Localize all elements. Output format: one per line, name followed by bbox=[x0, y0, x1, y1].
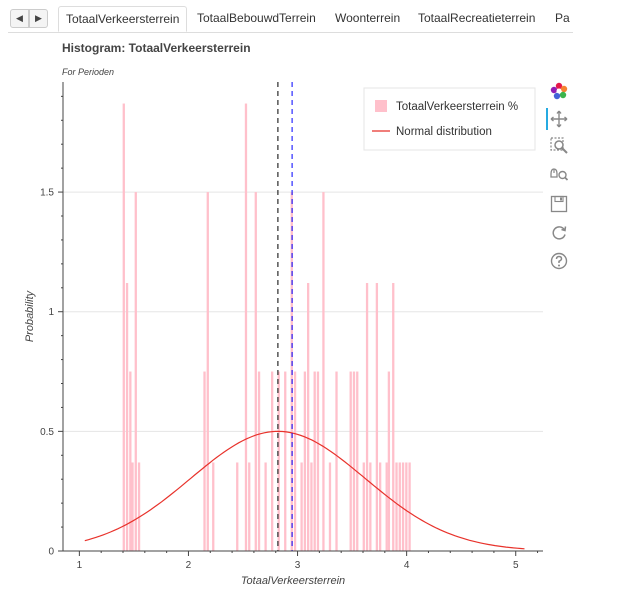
legend[interactable]: TotaalVerkeersterrein % Normal distributi… bbox=[363, 87, 536, 151]
tab-label: Woonterrein bbox=[335, 11, 401, 25]
y-tick-label: 0.5 bbox=[40, 427, 54, 438]
histogram-bar bbox=[206, 192, 209, 552]
histogram-bar bbox=[398, 462, 401, 551]
tab-totaal-recreatieterrein[interactable]: TotaalRecreatieterrein bbox=[411, 6, 542, 32]
histogram-bar bbox=[125, 283, 129, 551]
chart-title: Histogram: TotaalVerkeersterrein bbox=[62, 41, 251, 55]
histogram-bar bbox=[322, 192, 325, 552]
y-tick-label: 0 bbox=[48, 547, 54, 558]
x-tick-label: 3 bbox=[295, 560, 301, 571]
histogram-bar bbox=[328, 462, 332, 551]
tab-scroll-right-button[interactable]: ▶ bbox=[29, 9, 48, 28]
histogram-bar bbox=[244, 103, 248, 552]
wheel-zoom-icon[interactable] bbox=[550, 167, 568, 185]
histogram-bar bbox=[264, 462, 267, 551]
reset-icon[interactable] bbox=[550, 224, 568, 242]
x-tick-label: 1 bbox=[77, 560, 83, 571]
tab-label: TotaalVerkeersterrein bbox=[66, 12, 180, 26]
histogram-bar bbox=[300, 462, 303, 551]
histogram-bar bbox=[385, 462, 388, 551]
save-icon[interactable] bbox=[550, 195, 568, 213]
histogram-bar bbox=[316, 371, 320, 551]
histogram-bar bbox=[307, 283, 310, 551]
histogram-bar bbox=[352, 371, 356, 551]
chevron-right-icon: ▶ bbox=[35, 13, 42, 23]
histogram-bar bbox=[203, 371, 206, 551]
histogram-bar bbox=[375, 283, 379, 551]
y-axis-label: Probability bbox=[24, 289, 36, 342]
histogram-bar bbox=[293, 371, 297, 551]
x-tick-label: 4 bbox=[404, 560, 410, 571]
tab-pa[interactable]: Pa bbox=[548, 6, 573, 32]
histogram-bar bbox=[392, 283, 395, 551]
histogram-bar bbox=[129, 371, 132, 551]
histogram-bar bbox=[310, 462, 313, 551]
tab-scroll-left-button[interactable]: ◀ bbox=[10, 9, 29, 28]
legend-label: Normal distribution bbox=[396, 126, 492, 138]
histogram-bar bbox=[254, 192, 257, 552]
histogram-bar bbox=[277, 371, 280, 551]
x-tick-label: 5 bbox=[513, 560, 519, 571]
histogram-bar bbox=[356, 371, 359, 551]
tab-label: TotaalBebouwdTerrein bbox=[197, 11, 316, 25]
normal-distribution-line bbox=[84, 430, 525, 550]
chevron-left-icon: ◀ bbox=[16, 13, 23, 23]
histogram-bar bbox=[395, 462, 398, 551]
histogram-bar bbox=[284, 371, 287, 551]
legend-box bbox=[363, 87, 536, 151]
active-tool-indicator bbox=[546, 108, 548, 130]
tab-totaal-bebouwd-terrein[interactable]: TotaalBebouwdTerrein bbox=[190, 6, 323, 32]
tab-strip: TotaalVerkeersterrein TotaalBebouwdTerre… bbox=[58, 6, 573, 33]
histogram-bar bbox=[365, 283, 369, 551]
histogram-bar bbox=[405, 462, 408, 551]
histogram-bar bbox=[362, 462, 365, 551]
help-icon[interactable] bbox=[550, 252, 568, 270]
chart-subtitle: For Perioden bbox=[62, 67, 115, 77]
histogram-bar bbox=[379, 462, 382, 551]
x-tick-label: 2 bbox=[186, 560, 192, 571]
y-tick-label: 1.5 bbox=[40, 188, 54, 199]
histogram-bar bbox=[122, 103, 125, 552]
histogram-bar bbox=[335, 371, 338, 551]
histogram-bar bbox=[131, 462, 134, 551]
tab-label: TotaalRecreatieterrein bbox=[418, 11, 536, 25]
histogram-bar bbox=[401, 462, 405, 551]
histogram-bar bbox=[137, 462, 141, 551]
histogram-bar bbox=[408, 462, 411, 551]
histogram-bar bbox=[271, 371, 274, 551]
histogram-bar bbox=[349, 371, 352, 551]
histogram-bar bbox=[369, 462, 372, 551]
histogram-bar bbox=[313, 371, 316, 551]
legend-swatch-histogram bbox=[375, 100, 387, 112]
histogram-bar bbox=[387, 371, 391, 551]
x-axis-label: TotaalVerkeersterrein bbox=[241, 575, 345, 587]
histogram-bar bbox=[134, 192, 137, 552]
bokeh-logo-icon[interactable] bbox=[550, 82, 568, 100]
y-tick-label: 1 bbox=[48, 307, 54, 318]
histogram-bar bbox=[236, 462, 239, 551]
tab-totaal-verkeersterrein[interactable]: TotaalVerkeersterrein bbox=[58, 6, 188, 32]
histogram-bar bbox=[212, 462, 215, 551]
tab-bar: ◀ ▶ TotaalVerkeersterrein TotaalBebouwdT… bbox=[8, 6, 573, 33]
box-zoom-icon[interactable] bbox=[550, 137, 568, 155]
tab-woonterrein[interactable]: Woonterrein bbox=[328, 6, 407, 32]
histogram-bar bbox=[257, 371, 261, 551]
histogram-bar bbox=[303, 371, 307, 551]
legend-label: TotaalVerkeersterrein % bbox=[396, 101, 518, 113]
tab-label: Pa bbox=[555, 11, 570, 25]
histogram-bar bbox=[248, 462, 251, 551]
pan-icon[interactable] bbox=[550, 110, 568, 128]
